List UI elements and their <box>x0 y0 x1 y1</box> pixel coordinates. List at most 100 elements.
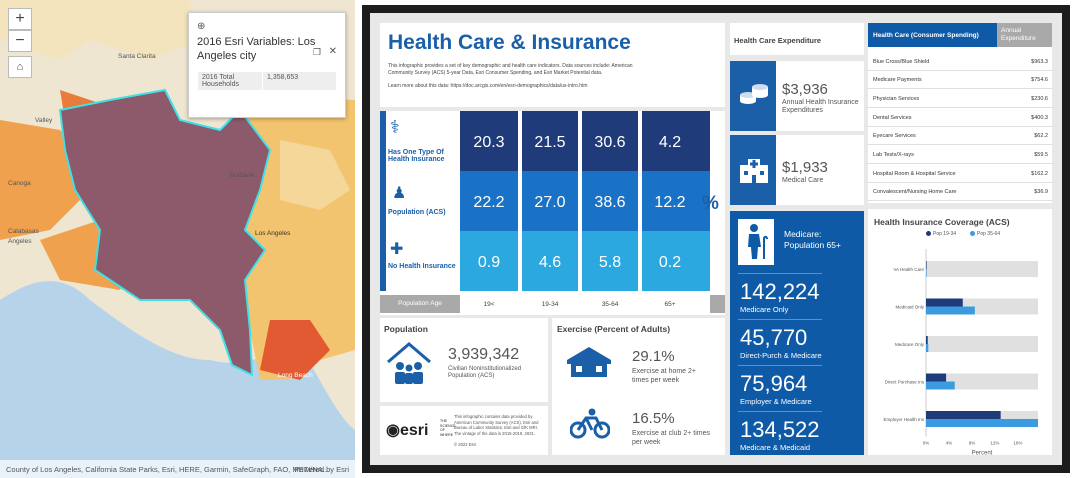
value-cell: 4.6 <box>538 254 562 271</box>
data-bar <box>926 344 929 352</box>
age-label-bg <box>380 295 460 313</box>
table-row: Blue Cross/Blue Shield $963.3 <box>868 53 1052 71</box>
coverage-chart-card: Health Insurance Coverage (ACS) Pop 19-3… <box>868 209 1052 455</box>
esri-logo: ◉esri <box>386 422 429 439</box>
category-label: Employer Health Ins <box>883 417 924 422</box>
zoom-to-icon[interactable]: ⊕ <box>197 21 206 32</box>
data-bar <box>926 269 927 277</box>
footer-text: This infographic contains data provided … <box>454 414 539 436</box>
map-popup: ⊕ ❐ ✕ 2016 Esri Variables: Los Angeles c… <box>188 12 346 118</box>
row-label: Has One Type Of Health Insurance <box>388 149 445 163</box>
percent-symbol: % <box>702 193 719 214</box>
powered-by-link[interactable]: Powered by Esri <box>294 465 349 474</box>
place-label: Calabasas <box>8 228 39 235</box>
row-band <box>460 111 710 171</box>
popup-field-value: 1,358,653 <box>262 71 337 91</box>
table-row: Medicare Payments $754.6 <box>868 71 1052 89</box>
age-row-end <box>710 295 725 313</box>
tick-label: 16% <box>1013 441 1022 446</box>
category-label: Medicare Only <box>895 342 925 347</box>
data-bar <box>926 373 947 382</box>
divider <box>638 111 642 291</box>
category-label: Medicaid Only <box>895 305 924 310</box>
value-cell: 0.2 <box>658 254 682 271</box>
map-view[interactable]: + − ⌂ Santa Clarita Valley Canoga Burban… <box>0 0 355 478</box>
exercise-value: 29.1% <box>632 348 675 365</box>
expenditure-label: Medical Care <box>782 177 824 184</box>
expenditure-title: Health Care Expenditure <box>734 36 822 45</box>
dock-icon[interactable]: ❐ <box>312 47 321 57</box>
learn-more-link[interactable]: Learn more about this data: https://doc.… <box>388 83 588 89</box>
data-bar <box>926 261 927 269</box>
bicycle-icon <box>570 408 610 439</box>
legend-swatch <box>970 231 975 236</box>
divider <box>738 365 822 366</box>
zoom-in-button[interactable]: + <box>8 8 32 30</box>
esri-tagline: THE SCIENCE OF WHERE <box>440 419 456 437</box>
tick-label: 0% <box>923 441 930 446</box>
expenditure-item: $3,936 Annual Health Insurance Expenditu… <box>730 61 864 131</box>
value-cell: 0.9 <box>477 254 501 271</box>
background-bar <box>926 261 1038 277</box>
age-tick: 65+ <box>664 301 676 308</box>
medicare-value: 142,224 <box>740 279 820 304</box>
family-house-icon <box>387 342 431 384</box>
home-button[interactable]: ⌂ <box>8 56 32 78</box>
value-cell: 4.2 <box>658 134 682 151</box>
stethoscope-icon: ⚕ <box>390 117 400 137</box>
header-card: Health Care & Insurance This infographic… <box>380 23 725 107</box>
value-cell: 20.3 <box>473 134 505 151</box>
table-header-label: Annual Expenditure <box>1001 27 1036 42</box>
medicare-label: Direct-Purch & Medicare <box>740 351 822 360</box>
coverage-chart: VA Health Care Medicaid Only Medicare Only… <box>883 249 1038 455</box>
footer-copyright: © 2022 Esri <box>454 442 476 447</box>
medicare-title: Medicare: Population 65+ <box>784 229 841 250</box>
age-tick: 35-64 <box>601 301 619 308</box>
expenditure-value: $1,933 <box>782 159 828 176</box>
person-icon: ♟ <box>392 185 407 202</box>
data-bar <box>926 419 1038 427</box>
value-cell: 27.0 <box>534 194 566 211</box>
table-header-label: Health Care (Consumer Spending) <box>873 32 979 39</box>
table-row: Dental Services $400.3 <box>868 109 1052 127</box>
place-label: Valley <box>35 117 53 124</box>
exercise-title: Exercise (Percent of Adults) <box>557 324 671 334</box>
tick-label: 4% <box>946 441 953 446</box>
divider <box>578 111 582 291</box>
medicare-label: Medicare Only <box>740 305 789 314</box>
data-bar <box>926 336 928 344</box>
table-row: Eyecare Services $62.2 <box>868 127 1052 145</box>
medicare-label: Employer & Medicare <box>740 397 812 406</box>
value-cell: 22.2 <box>473 194 505 211</box>
expenditure-title-card: Health Care Expenditure <box>730 23 864 55</box>
value-cell: 12.2 <box>654 194 686 211</box>
exercise-label: Exercise at home 2+ times per week <box>632 368 697 384</box>
header-description: This infographic provides a set of key d… <box>388 63 633 76</box>
population-card: Population 3,939,342 Civilian Noninstitu… <box>380 318 548 402</box>
accent-bar <box>380 111 386 291</box>
medicare-value: 45,770 <box>740 325 808 350</box>
exercise-label: Exercise at club 2+ times per week <box>632 430 711 446</box>
expenditure-item: $1,933 Medical Care <box>730 135 864 205</box>
divider <box>738 411 822 412</box>
zoom-out-button[interactable]: − <box>8 30 32 52</box>
table-row: Hospital Room & Hospital Service $162.2 <box>868 165 1052 183</box>
place-label: Los Angeles <box>255 230 291 237</box>
medicare-value: 75,964 <box>740 371 808 396</box>
divider <box>518 111 522 291</box>
exercise-value: 16.5% <box>632 410 675 427</box>
table-header <box>997 23 1052 47</box>
hospital-icon <box>740 159 768 183</box>
place-label: Long Beach <box>278 372 313 379</box>
page-title: Health Care & Insurance <box>388 31 631 54</box>
row-label: No Health Insurance <box>388 263 456 270</box>
footer-card: ◉esri THE SCIENCE OF WHERE This infograp… <box>380 406 548 455</box>
insurance-card: ⚕ Has One Type Of Health Insurance ♟ Pop… <box>380 111 725 315</box>
background-bar <box>926 336 1038 352</box>
close-icon[interactable]: ✕ <box>328 46 337 57</box>
data-bar <box>926 306 975 315</box>
age-tick: 19-34 <box>541 301 559 308</box>
expenditure-value: $3,936 <box>782 81 828 98</box>
age-tick: 19< <box>483 301 495 308</box>
medicare-label: Medicare & Medicaid <box>740 443 811 452</box>
